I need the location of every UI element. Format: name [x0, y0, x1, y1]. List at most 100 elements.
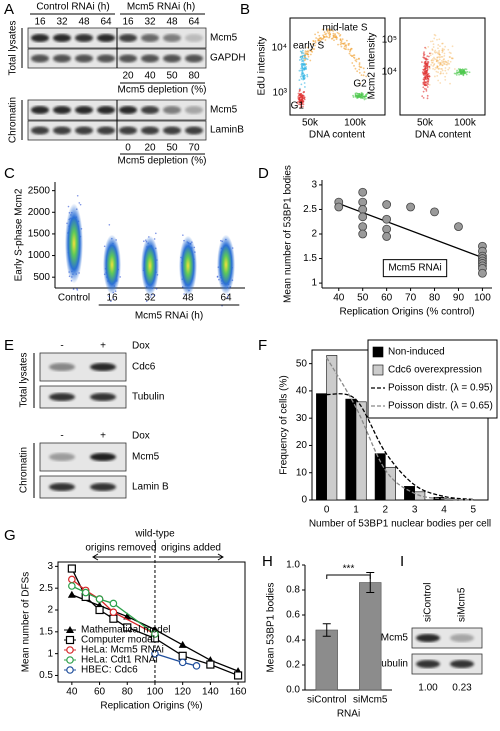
- x-tick-label: 32: [144, 293, 156, 304]
- density-dot: [326, 29, 329, 32]
- density-dot: [302, 52, 305, 55]
- density-dot: [438, 38, 441, 41]
- density-dot: [433, 33, 436, 36]
- blot-band: [185, 54, 203, 63]
- density-dot: [443, 54, 446, 57]
- density-dot: [434, 51, 437, 54]
- depletion-value: 50: [166, 71, 178, 82]
- density-dot: [426, 62, 429, 65]
- quantification: 0.23: [452, 683, 472, 694]
- density-dot: [433, 57, 436, 60]
- density-dot: [338, 32, 340, 35]
- density-dot: [330, 37, 333, 40]
- x-tick-label: 120: [174, 687, 191, 698]
- band-label: LaminB: [210, 125, 244, 136]
- density-dot: [446, 61, 449, 64]
- density-dot: [305, 66, 308, 68]
- density-dot: [441, 55, 444, 58]
- depletion-value: 80: [188, 71, 200, 82]
- density-dot: [348, 52, 351, 55]
- y-tick-label: 1500: [28, 229, 51, 240]
- density-dot: [313, 48, 316, 50]
- density-dot: [343, 42, 346, 44]
- x-tick-label: 100: [474, 293, 491, 304]
- density-dot: [442, 58, 445, 61]
- density-dot: [304, 54, 307, 57]
- point: [358, 229, 368, 239]
- density-dot: [424, 46, 427, 49]
- density-dot: [438, 58, 441, 61]
- section-label: Chromatin: [8, 97, 19, 143]
- density-dot: [342, 42, 345, 45]
- density-dot: [302, 57, 305, 60]
- density-dot: [299, 106, 302, 109]
- density-dot: [304, 86, 306, 88]
- density-dot: [425, 59, 428, 61]
- y-tick-label: 500: [33, 272, 50, 283]
- legend-marker: [66, 646, 74, 654]
- blot-band: [49, 453, 75, 461]
- density-dot: [430, 59, 433, 62]
- density-dot: [315, 37, 318, 39]
- density-dot: [328, 34, 331, 37]
- density-dot: [79, 203, 82, 206]
- y-tick-label: 2000: [28, 207, 51, 218]
- density-dot: [365, 97, 367, 100]
- density-dot: [297, 92, 300, 95]
- x-tick-label: 5: [471, 505, 477, 516]
- density-dot: [360, 91, 363, 94]
- panel-letter: I: [400, 553, 404, 570]
- density-dot: [344, 44, 347, 47]
- density-dot: [453, 68, 456, 70]
- density-dot: [458, 69, 461, 72]
- density-dot: [428, 67, 431, 70]
- density-dot: [352, 96, 355, 98]
- density-dot: [436, 67, 438, 69]
- density-dot: [454, 72, 457, 75]
- density-dot: [431, 53, 434, 55]
- blot-band: [90, 453, 116, 461]
- density-dot: [350, 47, 353, 50]
- density-dot: [437, 59, 440, 62]
- density-dot: [422, 86, 425, 89]
- density-dot: [427, 81, 430, 83]
- point: [454, 222, 463, 232]
- density-dot: [349, 54, 352, 57]
- density-dot: [441, 42, 443, 45]
- arrow: [158, 553, 224, 561]
- density-dot: [307, 55, 310, 58]
- density-dot: [438, 56, 440, 58]
- density-dot: [436, 74, 439, 77]
- density-dot: [463, 70, 466, 73]
- density-dot: [429, 54, 432, 57]
- x-tick-label: 140: [202, 687, 219, 698]
- distribution-curve: [326, 393, 474, 501]
- density-dot: [448, 51, 451, 54]
- legend-label: Cdc6 overexpression: [388, 365, 482, 376]
- density-dot: [452, 57, 454, 60]
- legend-marker: [65, 635, 75, 645]
- density-dot: [434, 34, 437, 37]
- point: [430, 207, 439, 217]
- marker: [109, 599, 118, 608]
- density-dot: [303, 82, 306, 84]
- density-dot: [76, 288, 78, 290]
- marker: [68, 575, 76, 584]
- density-dot: [436, 65, 439, 68]
- density-dot: [423, 78, 426, 81]
- marker: [233, 671, 243, 680]
- density-dot: [423, 51, 425, 54]
- density-dot: [302, 75, 305, 78]
- y-tick-label: 0.6: [286, 610, 300, 621]
- density-dot: [305, 52, 308, 55]
- density-dot: [303, 63, 306, 66]
- blot-band: [31, 106, 49, 114]
- density-dot: [307, 53, 310, 56]
- y-tick-label: 30: [296, 413, 308, 424]
- legend-label: HeLa: Cdt1 RNAi: [81, 655, 158, 666]
- density-dot: [444, 75, 447, 78]
- density-dot: [423, 65, 425, 68]
- phase-label: G1: [291, 101, 305, 112]
- density-dot: [444, 45, 447, 48]
- y-tick-label: 3: [47, 561, 53, 572]
